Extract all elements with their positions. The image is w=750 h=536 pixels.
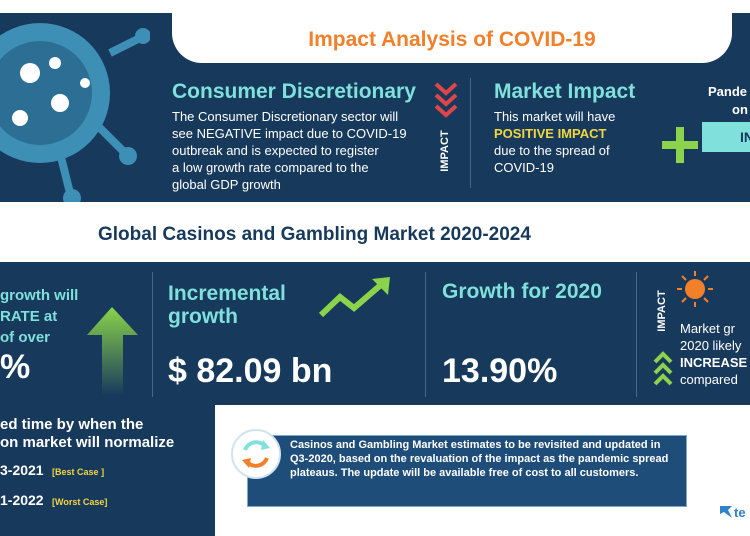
best-case-year: 3-2021 bbox=[0, 462, 44, 478]
market-title-band: Global Casinos and Gambling Market 2020-… bbox=[0, 202, 750, 262]
cagr-value: % bbox=[0, 348, 31, 386]
right-line: Market gr bbox=[680, 321, 735, 336]
market-title: Global Casinos and Gambling Market 2020-… bbox=[98, 224, 531, 245]
cagr-line: RATE at bbox=[0, 308, 58, 325]
normalize-line: on market will normalize bbox=[0, 434, 175, 451]
worst-case-tag: [Worst Case] bbox=[52, 497, 108, 507]
pandemic-box: Pande on IN bbox=[702, 78, 750, 158]
consumer-line: a low growth rate compared to the bbox=[172, 160, 369, 175]
logo: te bbox=[716, 500, 750, 530]
incremental-label: Incremental growth bbox=[168, 282, 286, 328]
consumer-title: Consumer Discretionary bbox=[172, 80, 416, 103]
market-impact-line: COVID-19 bbox=[494, 160, 554, 175]
divider bbox=[470, 78, 471, 188]
growth-2020-value: 13.90% bbox=[442, 352, 558, 390]
normalize-title: ed time by when the on market will norma… bbox=[0, 416, 215, 452]
divider bbox=[425, 272, 426, 397]
growth-2020-label: Growth for 2020 bbox=[442, 280, 602, 303]
impact-label: IMPACT bbox=[439, 130, 451, 172]
logo-text: te bbox=[734, 505, 746, 520]
plus-icon bbox=[662, 127, 698, 163]
incremental-value: $ 82.09 bn bbox=[168, 352, 333, 390]
logo-mark-icon bbox=[720, 506, 732, 518]
right-line: INCREASE bbox=[680, 355, 748, 370]
pandemic-badge: IN bbox=[702, 122, 750, 152]
note-text: Casinos and Gambling Market estimates to… bbox=[290, 439, 669, 479]
market-impact-line: This market will have bbox=[494, 109, 616, 124]
trend-up-icon bbox=[318, 277, 390, 318]
note-box bbox=[247, 435, 687, 507]
consumer-text: The Consumer Discretionary sector will s… bbox=[172, 108, 442, 193]
consumer-line: see NEGATIVE impact due to COVID-19 bbox=[172, 126, 407, 141]
divider bbox=[636, 272, 637, 397]
best-case-tag: [Best Case ] bbox=[52, 467, 105, 477]
worst-case-year: 1-2022 bbox=[0, 492, 44, 508]
cagr-text: growth will RATE at of over bbox=[0, 285, 95, 348]
chevron-down-icon bbox=[434, 82, 458, 118]
right-line: 2020 likely bbox=[680, 338, 742, 353]
right-line: compared bbox=[680, 372, 738, 387]
cagr-line: of over bbox=[0, 329, 51, 346]
consumer-line: The Consumer Discretionary sector will bbox=[172, 109, 399, 124]
positive-impact-text: POSITIVE IMPACT bbox=[494, 126, 607, 141]
pandemic-badge-text: IN bbox=[740, 129, 750, 145]
consumer-line: outbreak and is expected to register bbox=[172, 143, 379, 158]
pandemic-line: on bbox=[732, 102, 748, 117]
market-impact-line: due to the spread of bbox=[494, 143, 610, 158]
incremental-line: Incremental bbox=[168, 282, 286, 305]
worst-case: 1-2022 [Worst Case] bbox=[0, 492, 107, 510]
top-banner: Impact Analysis of COVID-19 bbox=[172, 13, 732, 63]
normalize-line: ed time by when the bbox=[0, 416, 144, 433]
refresh-icon bbox=[231, 429, 281, 479]
right-impact-label: IMPACT bbox=[656, 290, 668, 332]
arrow-up-icon bbox=[87, 307, 138, 395]
cagr-line: growth will bbox=[0, 287, 79, 304]
market-impact-title: Market Impact bbox=[494, 80, 636, 103]
banner-title: Impact Analysis of COVID-19 bbox=[308, 28, 596, 51]
divider bbox=[152, 272, 153, 397]
chevron-up-icon bbox=[653, 351, 673, 386]
normalize-panel bbox=[0, 405, 215, 536]
incremental-line: growth bbox=[168, 305, 238, 328]
virus-icon bbox=[0, 23, 150, 207]
market-impact-text: This market will have POSITIVE IMPACT du… bbox=[494, 108, 664, 176]
consumer-line: global GDP growth bbox=[172, 177, 281, 192]
best-case: 3-2021 [Best Case ] bbox=[0, 462, 104, 480]
right-text: Market gr 2020 likely INCREASE compared bbox=[680, 320, 747, 388]
pandemic-line: Pande bbox=[708, 84, 748, 99]
sun-icon bbox=[677, 271, 713, 307]
